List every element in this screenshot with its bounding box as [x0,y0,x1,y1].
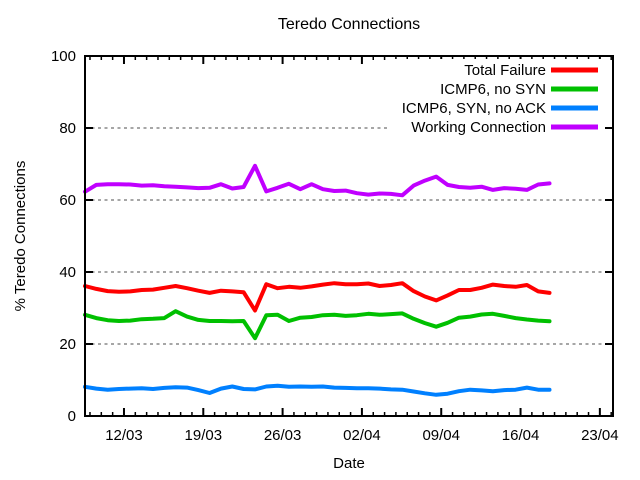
series-line-total-failure [83,281,552,313]
y-axis-label: % Teredo Connections [12,161,29,312]
legend-label-icmp6-syn-no-ack: ICMP6, SYN, no ACK [402,100,546,117]
legend-label-working-connection: Working Connection [411,119,546,136]
legend: Total Failure ICMP6, no SYN ICMP6, SYN, no… [390,59,605,138]
x-tick-label: 26/03 [264,427,302,444]
x-tick-label: 02/04 [343,427,381,444]
series-line-icmp6-no-syn [83,309,552,341]
legend-label-icmp6-no-syn: ICMP6, no SYN [440,81,546,98]
x-tick-label: 19/03 [185,427,223,444]
x-tick-label: 12/03 [105,427,143,444]
y-tick-label: 60 [59,192,76,209]
series-line-working-connection [83,163,552,198]
legend-label-total-failure: Total Failure [464,62,546,79]
y-tick-label: 20 [59,336,76,353]
y-tick-label: 80 [59,120,76,137]
y-tick-label: 0 [68,408,76,425]
chart-title: Teredo Connections [278,16,420,33]
x-tick-label: 09/04 [422,427,460,444]
x-tick-label: 23/04 [581,427,619,444]
plot-border [84,55,614,417]
x-axis-label: Date [333,455,365,472]
series-line-icmp6-syn-no-ack [83,383,552,397]
y-tick-label: 100 [51,48,76,65]
y-tick-label: 40 [59,264,76,281]
x-tick-label: 16/04 [502,427,540,444]
